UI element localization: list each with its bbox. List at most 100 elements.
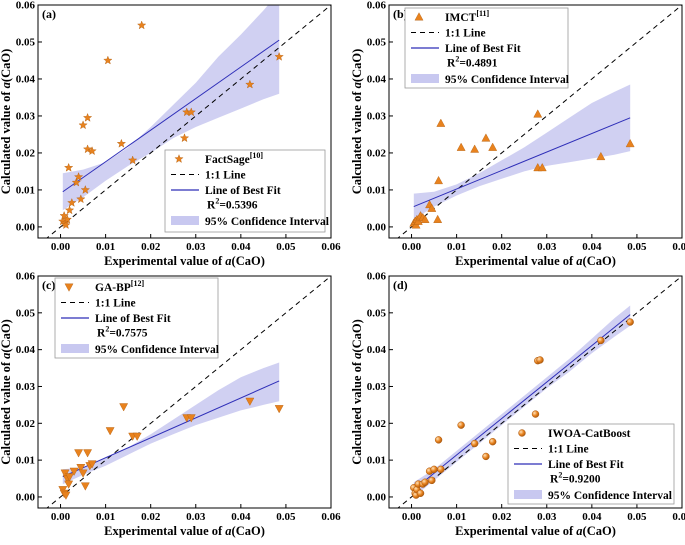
one-to-one-line <box>397 276 682 508</box>
legend-ci-label: 95% Confidence Interval <box>95 344 219 356</box>
legend: FactSage[10] 1:1 Line Line of Best FitR2=0… <box>164 149 329 233</box>
data-point <box>71 177 81 187</box>
data-point <box>626 318 634 326</box>
legend-ci-swatch <box>61 344 89 353</box>
best-fit-line <box>413 314 631 490</box>
data-point <box>625 138 635 148</box>
y-tick-label: 0.02 <box>367 418 387 430</box>
data-point <box>537 163 547 172</box>
y-tick-label: 0.05 <box>16 307 36 319</box>
panel-label: (c) <box>42 278 55 292</box>
data-point <box>67 197 77 207</box>
data-point <box>76 194 86 204</box>
data-point <box>74 449 83 458</box>
data-point <box>437 465 445 474</box>
data-point <box>128 155 138 165</box>
data-point <box>531 410 540 418</box>
x-tick-label: 0.04 <box>231 511 251 523</box>
chart-panel-d: 0.00 0.00 0.01 0.01 0.02 0.02 0.03 0.03 0.04 0.04… <box>350 271 685 539</box>
best-fit-line <box>62 380 280 478</box>
data-point <box>87 460 97 469</box>
data-point <box>83 449 93 458</box>
y-tick-label: 0.03 <box>367 110 387 122</box>
data-point <box>428 476 436 485</box>
x-tick-label: 0.05 <box>276 241 296 253</box>
data-point <box>274 51 284 61</box>
x-tick-label: 0.01 <box>96 241 115 253</box>
legend-fit-label: Line of Best Fit <box>548 459 624 471</box>
plot-area <box>397 5 682 238</box>
x-tick-label: 0.01 <box>96 511 115 523</box>
data-point <box>274 405 284 414</box>
data-point <box>457 421 465 429</box>
legend-marker <box>518 429 526 437</box>
y-tick-label: 0.04 <box>16 73 36 85</box>
legend-one-to-one-label: 1:1 Line <box>205 170 246 182</box>
axes-frame <box>388 275 683 509</box>
x-tick-label: 0.05 <box>627 241 647 253</box>
legend-r2: R2=0.5396 <box>207 197 258 212</box>
data-point <box>80 185 90 194</box>
x-tick-label: 0.02 <box>141 241 161 253</box>
y-tick-label: 0.01 <box>367 184 386 196</box>
panel-label: (a) <box>42 7 56 21</box>
chart-panel-c: 0.00 0.00 0.01 0.01 0.02 0.02 0.03 0.03 0.04 0.04… <box>0 271 341 539</box>
x-tick-label: 0.02 <box>492 511 512 523</box>
data-point <box>119 403 129 412</box>
y-axis-title: Calculated value of a(CaO) <box>350 319 364 464</box>
data-point <box>59 210 69 220</box>
confidence-band <box>62 362 280 485</box>
data-point <box>434 175 444 185</box>
data-point <box>78 120 88 130</box>
y-tick-label: 0.02 <box>367 147 387 159</box>
y-tick-label: 0.03 <box>16 110 36 122</box>
data-point <box>82 112 93 122</box>
legend-ci-label: 95% Confidence Interval <box>548 490 672 502</box>
x-tick-label: 0.06 <box>321 511 341 523</box>
legend-marker <box>64 283 74 292</box>
y-tick-label: 0.01 <box>367 455 386 467</box>
chart-panel-b: 0.00 0.00 0.01 0.01 0.02 0.02 0.03 0.03 0.04 0.04… <box>350 0 685 268</box>
x-axis-title: Experimental value of a(CaO) <box>455 524 616 538</box>
data-point <box>488 142 498 151</box>
axes-frame <box>37 275 332 509</box>
data-point <box>80 482 90 491</box>
y-tick-label: 0.06 <box>367 0 387 12</box>
x-tick-label: 0.04 <box>582 511 602 523</box>
data-point <box>116 138 127 148</box>
legend: IMCT[11] 1:1 Line Line of Best FitR2=0.489… <box>404 7 569 89</box>
data-point <box>434 436 443 444</box>
legend-series-label: IWOA-CatBoost <box>548 428 631 440</box>
data-point <box>420 214 430 223</box>
data-point <box>61 491 71 500</box>
data-point <box>430 465 438 474</box>
panel-label: (b) <box>393 7 408 21</box>
y-tick-label: 0.01 <box>16 455 35 467</box>
best-fit-line <box>62 39 280 193</box>
data-point <box>105 427 115 436</box>
legend: IWOA-CatBoost 1:1 Line Line of Best FitR2=… <box>507 423 675 505</box>
data-point <box>76 464 86 473</box>
legend-fit-label: Line of Best Fit <box>205 185 281 197</box>
y-tick-label: 0.00 <box>367 491 387 503</box>
data-point <box>64 480 74 489</box>
plot-area <box>46 5 331 238</box>
legend-ci-swatch <box>171 216 199 225</box>
x-tick-label: 0.00 <box>51 241 71 253</box>
y-tick-label: 0.03 <box>367 381 387 393</box>
data-point <box>470 439 479 448</box>
y-tick-label: 0.00 <box>16 221 36 233</box>
x-tick-label: 0.03 <box>537 511 557 523</box>
data-point <box>61 220 71 229</box>
x-tick-label: 0.05 <box>276 511 296 523</box>
y-tick-label: 0.05 <box>367 36 387 48</box>
y-tick-label: 0.04 <box>367 73 387 85</box>
data-point <box>179 133 190 143</box>
y-tick-label: 0.03 <box>16 381 36 393</box>
legend-series-label: FactSage[10] <box>205 151 263 166</box>
y-tick-label: 0.00 <box>16 491 36 503</box>
data-point <box>64 162 74 172</box>
x-tick-label: 0.05 <box>627 511 647 523</box>
data-point <box>64 205 75 215</box>
